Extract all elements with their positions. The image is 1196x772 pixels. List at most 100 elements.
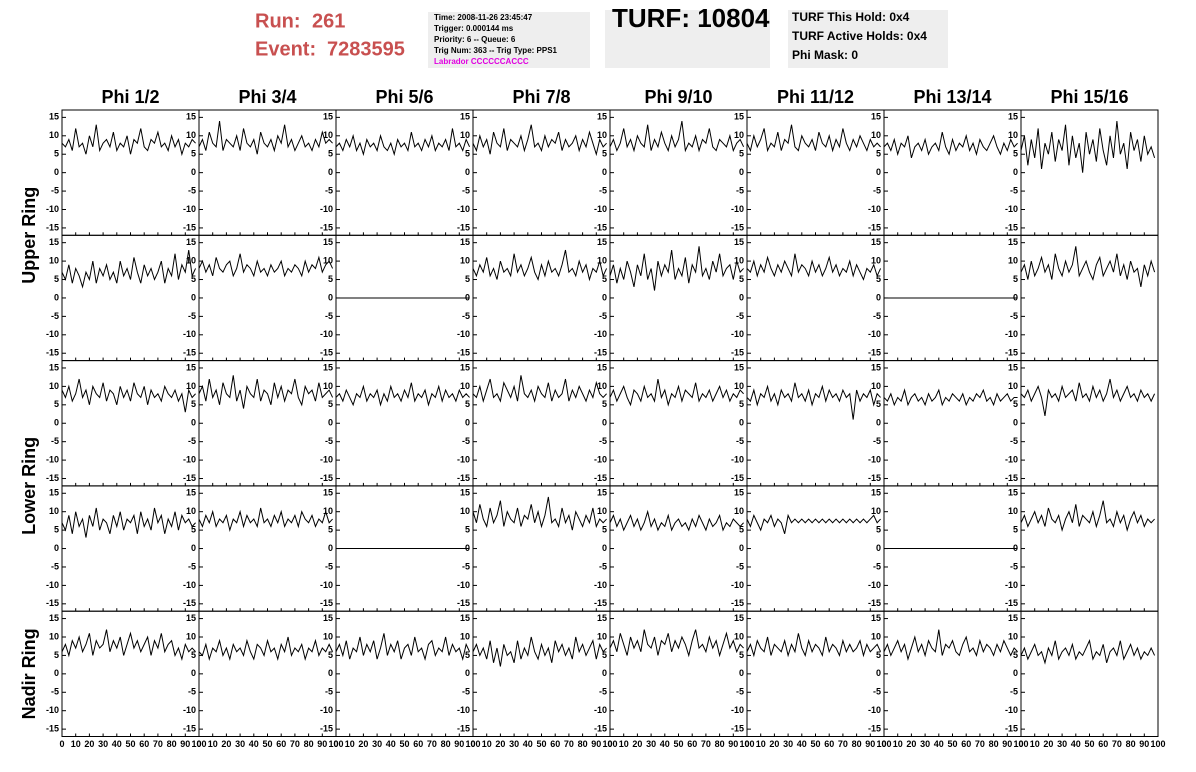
- y-tick-label: 0: [1013, 292, 1018, 302]
- y-tick-label: 5: [876, 399, 881, 409]
- x-tick-label: 40: [1071, 739, 1081, 749]
- y-tick-label: -5: [325, 185, 333, 195]
- y-tick-label: 15: [871, 362, 881, 372]
- waveform: [746, 124, 881, 153]
- y-tick-label: -15: [868, 348, 881, 358]
- x-tick-label: 10: [619, 739, 629, 749]
- y-tick-label: -5: [599, 687, 607, 697]
- x-tick-label: 30: [783, 739, 793, 749]
- x-tick-label: 20: [1043, 739, 1053, 749]
- x-tick-label: 100: [191, 739, 206, 749]
- waveform: [198, 507, 333, 533]
- y-tick-label: 15: [186, 112, 196, 122]
- y-tick-label: 0: [1013, 167, 1018, 177]
- event: 7283595: [327, 38, 405, 60]
- x-tick-label: 40: [249, 739, 259, 749]
- waveform: [198, 375, 334, 409]
- y-tick-label: -15: [731, 598, 744, 608]
- panel-frame: [198, 360, 337, 487]
- y-tick-label: -10: [320, 705, 333, 715]
- y-tick-label: 5: [739, 650, 744, 660]
- x-tick-label: 20: [84, 739, 94, 749]
- waveform: [746, 253, 882, 281]
- waveform: [883, 131, 1018, 159]
- x-tick-label: 50: [673, 739, 683, 749]
- x-tick-label: 100: [465, 739, 480, 749]
- x-tick-label: 40: [523, 739, 533, 749]
- panel-frame: [472, 109, 611, 236]
- y-tick-label: 0: [191, 167, 196, 177]
- x-tick-label: 40: [934, 739, 944, 749]
- waveform: [61, 629, 196, 662]
- y-tick-label: -10: [46, 454, 59, 464]
- waveform: [609, 509, 744, 532]
- y-tick-label: 5: [465, 524, 470, 534]
- x-tick-label: 60: [413, 739, 423, 749]
- y-tick-label: -15: [183, 473, 196, 483]
- y-tick-label: 10: [871, 381, 881, 391]
- y-tick-label: 15: [460, 488, 470, 498]
- y-tick-label: 15: [734, 112, 744, 122]
- y-tick-label: -15: [731, 473, 744, 483]
- y-tick-label: -5: [873, 687, 881, 697]
- waveform: [472, 496, 607, 531]
- x-tick-label: 30: [372, 739, 382, 749]
- y-tick-label: 15: [323, 237, 333, 247]
- y-tick-label: 0: [191, 292, 196, 302]
- y-tick-label: -15: [868, 724, 881, 734]
- y-tick-label: -10: [1005, 454, 1018, 464]
- y-tick-label: 0: [876, 418, 881, 428]
- y-tick-label: 0: [328, 668, 333, 678]
- y-tick-label: -15: [1005, 473, 1018, 483]
- x-tick-label: 80: [852, 739, 862, 749]
- y-tick-label: 0: [328, 418, 333, 428]
- x-tick-label: 0: [470, 739, 475, 749]
- y-tick-label: 0: [739, 668, 744, 678]
- y-tick-label: -10: [457, 705, 470, 715]
- labrador: Labrador CCCCCCACCC: [434, 57, 529, 66]
- y-tick-label: 10: [871, 631, 881, 641]
- waveform: [335, 128, 471, 157]
- y-tick-label: 15: [49, 362, 59, 372]
- y-tick-label: -15: [731, 724, 744, 734]
- y-tick-label: 10: [49, 255, 59, 265]
- turf-info: TURF Active Holds: 0x4: [792, 29, 927, 43]
- y-tick-label: 10: [49, 506, 59, 516]
- x-tick-label: 0: [196, 739, 201, 749]
- panel-frame: [472, 234, 611, 362]
- panel-frame: [61, 109, 200, 236]
- y-tick-label: 15: [323, 488, 333, 498]
- y-tick-label: 5: [191, 274, 196, 284]
- x-tick-label: 70: [290, 739, 300, 749]
- y-tick-label: 10: [734, 255, 744, 265]
- y-tick-label: -5: [51, 687, 59, 697]
- ring-label: Lower Ring: [19, 437, 39, 535]
- y-tick-label: 15: [1008, 488, 1018, 498]
- y-tick-label: -15: [1005, 222, 1018, 232]
- y-tick-label: 15: [734, 488, 744, 498]
- y-tick-label: 15: [49, 237, 59, 247]
- x-tick-label: 30: [235, 739, 245, 749]
- y-tick-label: 0: [191, 668, 196, 678]
- info-line: Priority: 6 -- Queue: 6: [434, 35, 516, 44]
- y-tick-label: 5: [328, 149, 333, 159]
- x-tick-label: 80: [989, 739, 999, 749]
- y-tick-label: -15: [457, 348, 470, 358]
- y-tick-label: 10: [460, 506, 470, 516]
- y-tick-label: 5: [1013, 650, 1018, 660]
- y-tick-label: 10: [871, 130, 881, 140]
- y-tick-label: 5: [602, 149, 607, 159]
- x-tick-label: 90: [728, 739, 738, 749]
- y-tick-label: 5: [328, 650, 333, 660]
- x-tick-label: 60: [824, 739, 834, 749]
- y-tick-label: 5: [876, 650, 881, 660]
- y-tick-label: 10: [49, 381, 59, 391]
- x-tick-label: 90: [317, 739, 327, 749]
- y-tick-label: 5: [54, 399, 59, 409]
- y-tick-label: -5: [736, 561, 744, 571]
- y-tick-label: 15: [186, 613, 196, 623]
- y-tick-label: 10: [323, 381, 333, 391]
- waveform: [1020, 121, 1156, 173]
- y-tick-label: 5: [739, 149, 744, 159]
- y-tick-label: -15: [594, 473, 607, 483]
